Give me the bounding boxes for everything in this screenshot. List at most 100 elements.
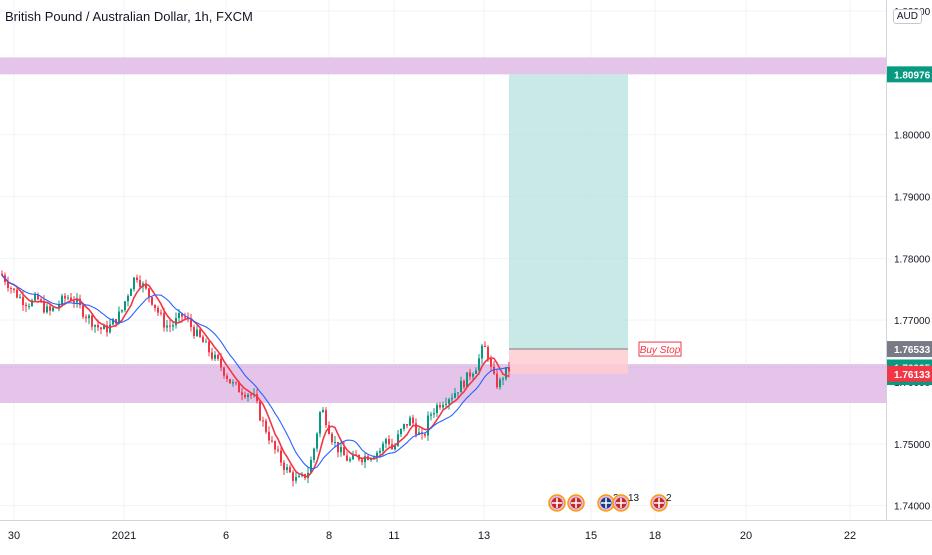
candle-body xyxy=(7,282,9,288)
price-tag[interactable]: 1.76133 xyxy=(887,365,932,382)
price-tag[interactable]: 1.80976 xyxy=(887,66,932,83)
candle-body xyxy=(46,306,48,313)
candle-body xyxy=(508,367,510,372)
candle-body xyxy=(220,358,222,368)
candle-body xyxy=(145,283,147,289)
candle-body xyxy=(205,341,207,343)
candle-body xyxy=(49,306,51,311)
candle-body xyxy=(469,372,471,377)
candle-body xyxy=(247,394,249,398)
candle-body xyxy=(466,372,468,388)
candle-body xyxy=(334,441,336,443)
candle-body xyxy=(118,311,120,324)
candle-body xyxy=(157,307,159,313)
candle-body xyxy=(289,467,291,473)
candle-body xyxy=(337,441,339,453)
price-tag-bg xyxy=(887,66,932,83)
price-tag-label: 1.76133 xyxy=(894,370,931,381)
candle-body xyxy=(100,327,102,330)
price-tick-label: 1.80000 xyxy=(894,131,931,142)
candle-body xyxy=(457,392,459,394)
candle-body xyxy=(415,423,417,435)
price-axis[interactable]: 1.820001.810001.800001.790001.780001.770… xyxy=(886,0,932,550)
candle-body xyxy=(61,295,63,305)
price-tag-label: 1.80976 xyxy=(894,70,931,81)
candle-body xyxy=(346,455,348,461)
candle-body xyxy=(139,280,141,287)
candle-body xyxy=(106,325,108,333)
candle-body xyxy=(148,288,150,298)
candle-body xyxy=(442,404,444,408)
candle-body xyxy=(211,352,213,359)
moving-averages xyxy=(1,274,510,478)
candle-body xyxy=(475,370,477,374)
candle-body xyxy=(70,297,72,301)
flag-gb-icon[interactable]: 13 xyxy=(612,493,640,512)
candle-body xyxy=(382,443,384,451)
candle-body xyxy=(454,393,456,398)
candle-body xyxy=(424,434,426,436)
flag-gb-icon[interactable]: 2 xyxy=(650,493,672,512)
buy-stop-label[interactable]: Buy Stop xyxy=(638,341,682,357)
candle-body xyxy=(451,397,453,400)
long-position-tool[interactable]: Buy Stop xyxy=(509,74,682,374)
candle-body xyxy=(340,446,342,453)
candle-body xyxy=(73,300,75,303)
rectangle-zone[interactable] xyxy=(0,364,886,404)
candle-body xyxy=(292,472,294,481)
candle-body xyxy=(322,410,324,413)
stop-zone[interactable] xyxy=(509,349,628,374)
candle-body xyxy=(379,450,381,453)
candle-body xyxy=(127,295,129,302)
candle-body xyxy=(130,289,132,296)
flag-gb-icon[interactable] xyxy=(567,494,585,512)
candle-body xyxy=(502,378,504,380)
candle-body xyxy=(478,358,480,371)
candle-body xyxy=(22,296,24,305)
candle-body xyxy=(88,315,90,319)
candle-body xyxy=(196,329,198,336)
zones xyxy=(0,57,886,404)
candle-body xyxy=(313,448,315,460)
candle-body xyxy=(133,277,135,290)
rectangle-zone[interactable] xyxy=(0,57,886,75)
candle-body xyxy=(223,367,225,376)
chart-title: British Pound / Australian Dollar, 1h, F… xyxy=(5,9,253,24)
candle-body xyxy=(154,304,156,308)
candle-body xyxy=(388,439,390,445)
candle-body xyxy=(229,379,231,384)
candle-body xyxy=(202,336,204,343)
candle-body xyxy=(406,423,408,426)
candle-body xyxy=(136,277,138,281)
price-tick-label: 1.74000 xyxy=(894,502,931,513)
candle-body xyxy=(169,325,171,327)
candles xyxy=(1,270,510,487)
candle-body xyxy=(352,454,354,460)
candle-body xyxy=(244,394,246,398)
candle-body xyxy=(433,412,435,415)
event-count: 2 xyxy=(666,493,672,504)
candle-body xyxy=(376,452,378,458)
price-tag[interactable]: 1.76533 xyxy=(887,341,932,358)
time-tick-label: 18 xyxy=(649,530,661,542)
economic-events[interactable]: 2132 xyxy=(548,493,672,512)
candle-body xyxy=(493,366,495,374)
candle-body xyxy=(472,373,474,377)
profit-zone[interactable] xyxy=(509,74,628,350)
candle-body xyxy=(103,325,105,330)
candle-body xyxy=(79,298,81,306)
time-axis[interactable]: 30 2021 6 8 11 13 15 18 20 22 xyxy=(0,520,932,543)
currency-button[interactable]: AUD xyxy=(892,9,922,24)
price-tick-label: 1.78000 xyxy=(894,254,931,265)
candle-body xyxy=(64,295,66,299)
candle-body xyxy=(166,325,168,328)
flag-gb-icon[interactable] xyxy=(548,494,566,512)
candle-body xyxy=(262,420,264,422)
candle-body xyxy=(319,412,321,434)
candle-body xyxy=(484,345,486,348)
time-tick-label: 8 xyxy=(326,530,332,542)
candle-body xyxy=(343,446,345,456)
candle-body xyxy=(487,347,489,359)
